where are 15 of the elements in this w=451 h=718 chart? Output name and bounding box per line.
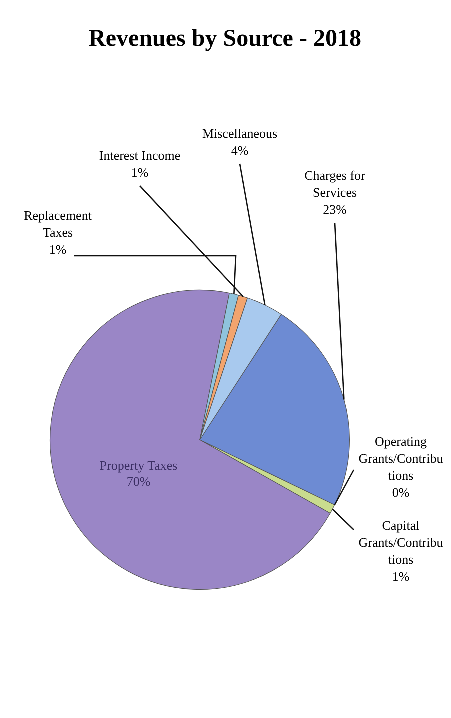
slice-label: Capital Grants/Contributions [358,518,444,567]
category-label: Operating Grants/Contributions [358,434,444,483]
text: 0% [392,484,410,500]
data-label: 1% [131,164,149,180]
data-label: 23% [323,202,348,217]
slice-label: Miscellaneous [202,126,278,141]
data-label: 1% [49,242,67,257]
slice-label: Replacement Taxes [24,208,92,240]
slice-label: Charges for Services [304,168,366,200]
slice-label: Interest Income [99,148,181,163]
data-label: 4% [231,142,249,158]
chart-title: Revenues by Source - 2018 [88,26,362,52]
data-label: 1% [392,568,410,584]
slice-label: Property Taxes [100,458,178,473]
data-label: 70% [126,474,151,489]
